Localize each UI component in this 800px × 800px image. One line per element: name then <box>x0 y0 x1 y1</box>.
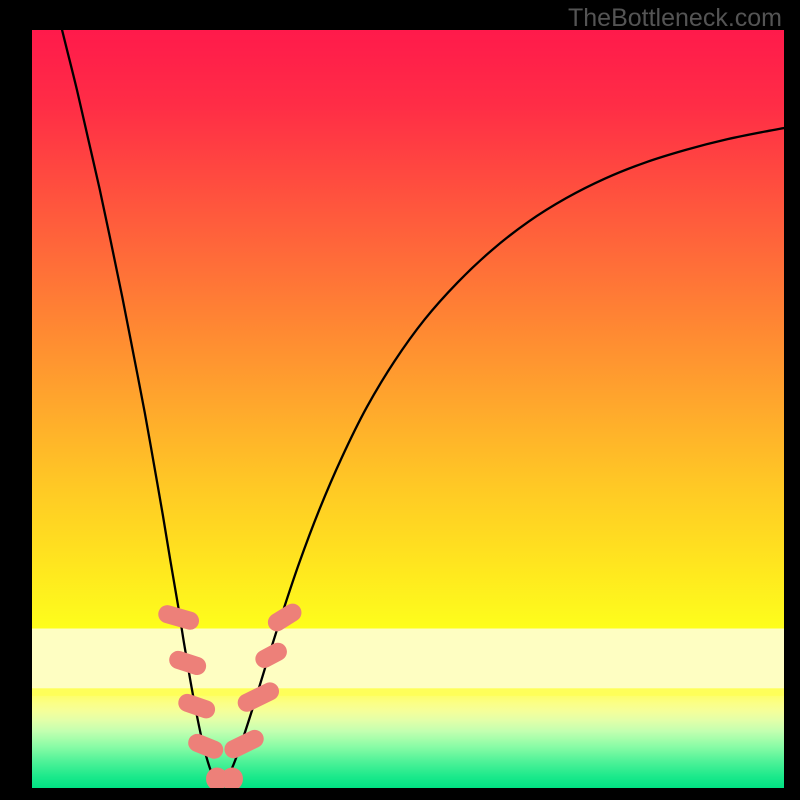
watermark-text: TheBottleneck.com <box>568 4 782 33</box>
bottleneck-chart <box>32 30 784 788</box>
chart-frame: TheBottleneck.com <box>0 0 800 800</box>
